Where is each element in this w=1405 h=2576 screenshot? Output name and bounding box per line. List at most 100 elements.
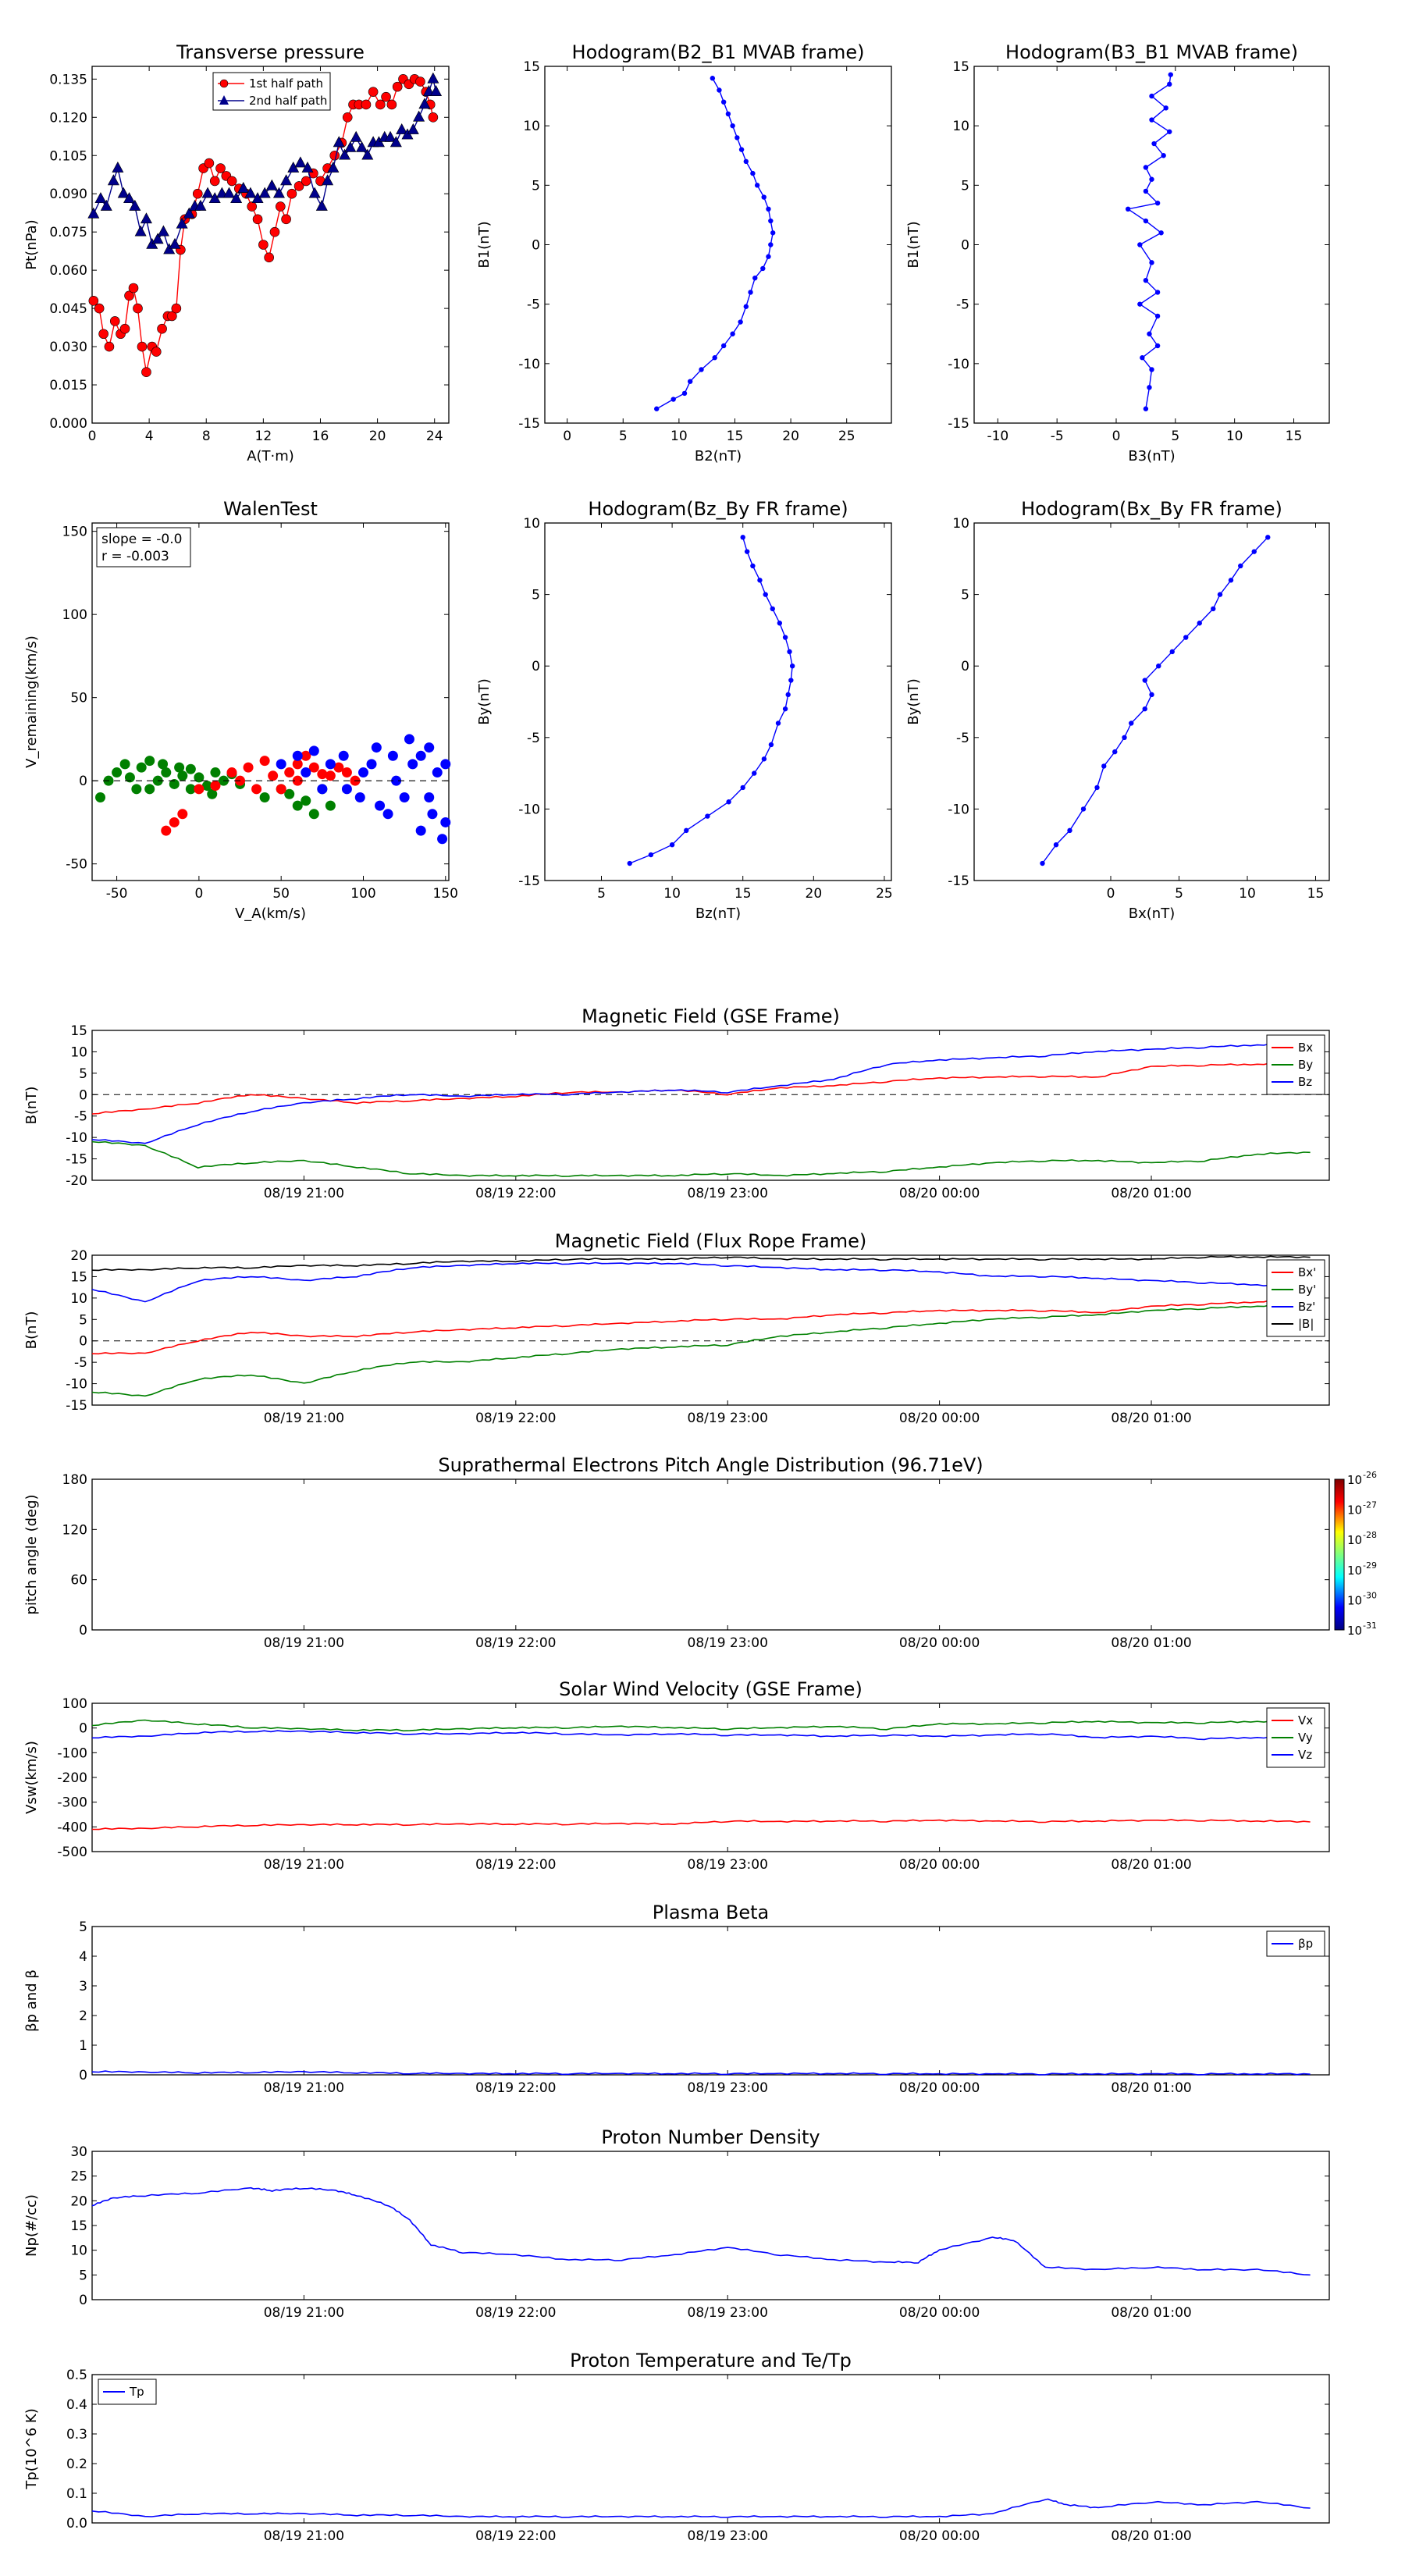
data-point xyxy=(371,742,382,753)
data-point xyxy=(284,788,295,799)
y-tick-label: 10 xyxy=(70,1044,87,1060)
x-tick-label: 15 xyxy=(1307,886,1325,902)
data-point xyxy=(1143,278,1149,283)
data-point xyxy=(144,756,155,767)
x-tick-label: 08/20 00:00 xyxy=(899,2528,980,2544)
colorbar-tick-label: 10 -30 xyxy=(1347,1590,1377,1607)
data-point xyxy=(1217,592,1223,597)
y-tick-label: -5 xyxy=(527,731,540,746)
data-point xyxy=(265,179,278,190)
data-point xyxy=(752,770,757,776)
chart-title: Magnetic Field (Flux Rope Frame) xyxy=(555,1230,866,1252)
data-point xyxy=(669,842,675,848)
data-point xyxy=(325,800,336,811)
plot-frame xyxy=(91,66,450,424)
chart-title: Hodogram(B3_B1 MVAB frame) xyxy=(1005,41,1298,63)
data-point xyxy=(391,775,402,786)
chart-hodo2: Hodogram(B3_B1 MVAB frame) -15 -10 -5 0 5 10 15… xyxy=(905,41,1330,464)
data-point xyxy=(1161,153,1166,158)
data-point xyxy=(109,316,120,326)
colorbar-base: 10 xyxy=(1347,1533,1362,1547)
data-point xyxy=(280,174,293,186)
data-point xyxy=(157,225,169,237)
data-point xyxy=(355,141,368,152)
chart-hodo1: Hodogram(B2_B1 MVAB frame) -15 -10 -5 0 5 10 15… xyxy=(476,41,892,464)
data-point xyxy=(286,188,297,199)
data-point xyxy=(1112,749,1118,755)
legend-label: Vz xyxy=(1298,1748,1312,1762)
data-point xyxy=(1163,105,1168,111)
data-point xyxy=(301,750,311,761)
data-point xyxy=(185,784,196,795)
x-tick-label: 08/19 23:00 xyxy=(688,2305,768,2321)
colorbar-base: 10 xyxy=(1347,1593,1362,1607)
data-point xyxy=(760,265,766,272)
data-point xyxy=(1168,72,1173,77)
data-point xyxy=(1154,313,1161,319)
legend-label: 1st half path xyxy=(249,76,323,91)
data-point xyxy=(98,329,108,340)
data-point xyxy=(761,194,767,200)
x-tick-label: 50 xyxy=(272,886,290,902)
colorbar-exponent: -30 xyxy=(1363,1590,1377,1600)
data-point xyxy=(382,809,393,820)
series xyxy=(627,535,795,866)
data-point xyxy=(1143,406,1149,411)
y-tick-label: 5 xyxy=(961,588,969,603)
colorbar-base: 10 xyxy=(1347,1473,1362,1487)
data-point xyxy=(1211,606,1216,612)
y-tick-label: 0.5 xyxy=(66,2368,87,2383)
data-point xyxy=(174,762,185,773)
x-tick-label: -10 xyxy=(987,429,1008,444)
data-point xyxy=(94,192,107,204)
data-point xyxy=(1147,385,1152,390)
x-tick-label: 08/19 22:00 xyxy=(475,2080,556,2096)
series xyxy=(88,74,439,378)
data-point xyxy=(177,770,188,781)
series-line xyxy=(91,1042,1311,1144)
x-tick-label: 10 xyxy=(670,429,688,444)
x-tick-label: 5 xyxy=(1175,886,1183,902)
data-point xyxy=(1122,735,1127,740)
data-point xyxy=(1053,842,1059,848)
data-point xyxy=(381,91,391,102)
data-point xyxy=(87,207,100,219)
data-point xyxy=(761,756,767,762)
data-point xyxy=(768,742,774,748)
x-tick-label: 12 xyxy=(255,429,272,444)
y-tick-label: -15 xyxy=(518,416,540,432)
data-point xyxy=(361,148,374,160)
data-point xyxy=(1140,355,1145,361)
y-tick-label: 5 xyxy=(961,178,969,194)
data-point xyxy=(339,148,351,160)
data-point xyxy=(1251,549,1257,554)
x-tick-label: 0 xyxy=(1107,886,1115,902)
chart-beta: Plasma Beta 0 1 2 3 4 5 βp and β 08/19 21:00 08/1… xyxy=(23,1902,1330,2096)
data-point xyxy=(743,304,749,309)
legend-label: Bx xyxy=(1298,1041,1313,1055)
data-point xyxy=(387,750,398,761)
y-axis-label: B1(nT) xyxy=(476,221,493,268)
x-tick-label: 0 xyxy=(194,886,203,902)
data-point xyxy=(322,174,334,186)
data-point xyxy=(407,123,419,134)
data-point xyxy=(317,784,328,795)
data-point xyxy=(209,176,220,187)
x-tick-label: 08/19 22:00 xyxy=(475,1857,556,1873)
x-tick-label: 08/19 22:00 xyxy=(475,1411,556,1426)
data-point xyxy=(740,535,745,540)
y-tick-label: -400 xyxy=(57,1820,87,1835)
x-tick-label: 08/20 01:00 xyxy=(1111,2305,1191,2321)
chart-hodo4: Hodogram(Bx_By FR frame) -15 -10 -5 0 5 10 0 5 10… xyxy=(905,498,1330,922)
chart-pad: Suprathermal Electrons Pitch Angle Distr… xyxy=(23,1454,1377,1651)
y-tick-label: 0.4 xyxy=(66,2397,87,2413)
data-point xyxy=(210,781,221,792)
data-point xyxy=(128,283,139,294)
y-tick-label: 0.075 xyxy=(49,225,87,240)
data-point xyxy=(1197,621,1202,626)
y-axis-label: B(nT) xyxy=(23,1311,40,1350)
y-tick-label: 5 xyxy=(79,1066,87,1082)
data-point xyxy=(366,759,377,770)
annotation-text: slope = -0.0 xyxy=(101,532,182,547)
y-tick-label: 0 xyxy=(79,2068,87,2083)
